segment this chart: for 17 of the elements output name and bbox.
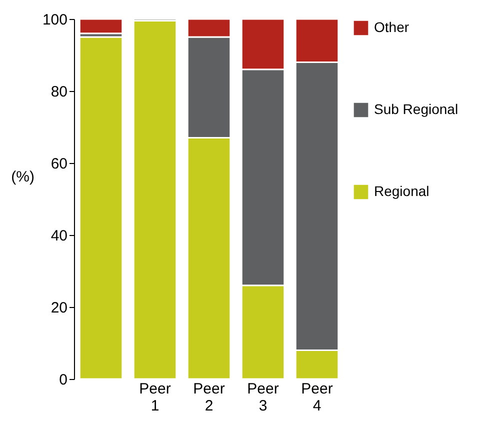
x-tick-label: Peer 1 bbox=[139, 380, 171, 414]
legend-label: Sub Regional bbox=[374, 101, 458, 117]
x-tick-label: Peer 2 bbox=[193, 380, 225, 414]
legend-label: Regional bbox=[374, 183, 430, 199]
bar bbox=[132, 20, 178, 380]
y-tick-label: 60 bbox=[50, 156, 68, 172]
y-tick-label: 80 bbox=[50, 84, 68, 100]
bar bbox=[78, 18, 124, 34]
y-axis-title: (%) bbox=[11, 168, 35, 186]
y-tick-label: 100 bbox=[42, 12, 68, 28]
y-tick-label: 0 bbox=[59, 372, 68, 388]
bar bbox=[78, 36, 124, 380]
y-tick-label: 20 bbox=[50, 300, 68, 316]
x-tick-label: Peer 3 bbox=[247, 380, 279, 414]
y-tick-label: 40 bbox=[50, 228, 68, 244]
x-tick-label: Peer 4 bbox=[301, 380, 333, 414]
legend-label: Other bbox=[374, 19, 410, 35]
